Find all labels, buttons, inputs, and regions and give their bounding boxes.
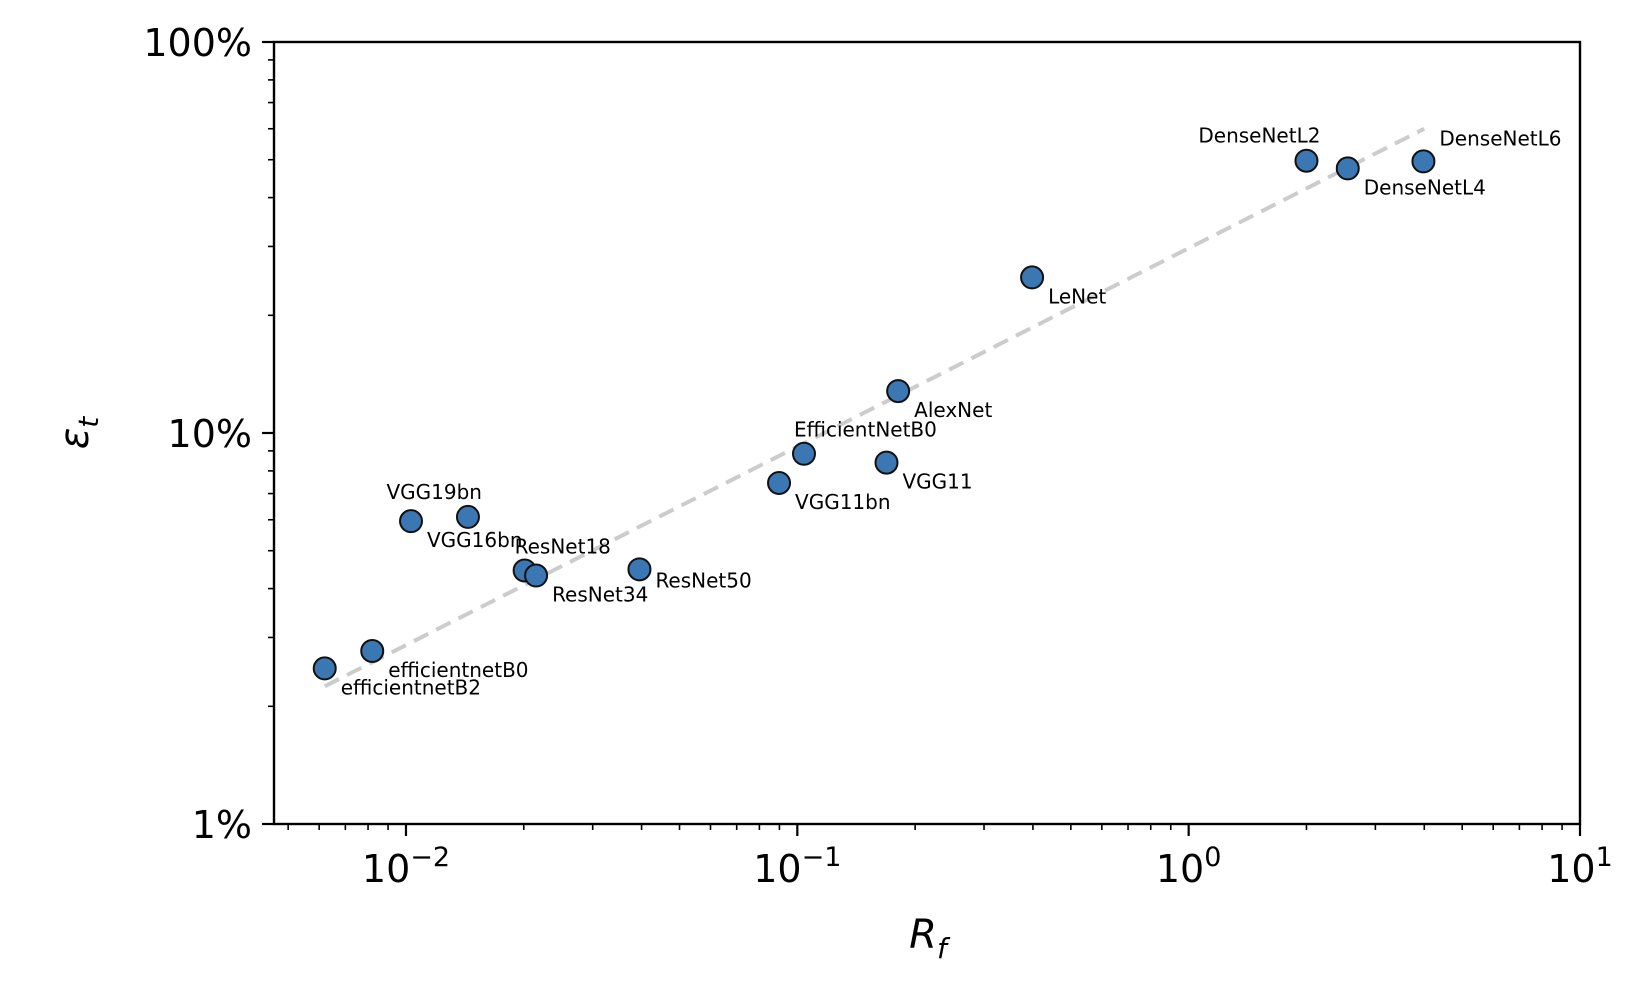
plot-frame [272,40,1582,826]
data-point [1020,265,1045,290]
data-label: ResNet34 [552,583,648,607]
data-point [791,441,816,466]
data-label: DenseNetL4 [1364,175,1486,199]
x-axis-title-base: R [909,912,937,958]
axis-ticks: 10−2 10−1 100 101 1% 10% 100% [143,21,1612,891]
x-axis-title-sub: f [937,932,951,965]
data-point [1335,156,1360,181]
y-axis-title: εt [52,416,105,450]
data-label: efficientnetB0 [388,658,528,682]
data-point [1294,148,1319,173]
data-label: DenseNetL6 [1439,126,1561,150]
data-point [874,450,899,475]
data-point [455,504,480,529]
data-label: ResNet50 [655,568,751,592]
data-label: EfficientNetB0 [794,418,937,442]
data-label: DenseNetL2 [1198,124,1320,148]
y-axis-title-sub: t [72,416,105,428]
data-point [360,638,385,663]
x-axis-title: Rf [909,912,951,965]
x-tick-label: 10−2 [362,842,450,891]
y-tick-label: 1% [192,803,252,847]
data-point [524,563,549,588]
data-point [767,470,792,495]
data-label: ResNet18 [515,534,611,558]
x-tick-label: 100 [1156,842,1222,891]
x-tick-label: 10−1 [753,842,841,891]
y-axis-title-base: ε [52,428,98,450]
data-point [1411,149,1436,174]
data-label: VGG16bn [427,528,523,552]
data-points [312,148,1436,681]
data-label: LeNet [1048,284,1106,308]
x-tick-label: 101 [1547,842,1613,891]
data-label: VGG19bn [386,480,482,504]
y-tick-label: 10% [168,412,252,456]
data-label: VGG11bn [795,490,891,514]
data-point [399,509,424,534]
data-label: AlexNet [914,398,992,422]
data-point [627,557,652,582]
data-label: VGG11 [902,470,972,494]
data-point [886,379,911,404]
data-label: efficientnetB2 [341,675,481,699]
y-tick-label: 100% [143,21,252,65]
data-point [312,656,337,681]
trend-line-group [323,126,1426,689]
trend-line [323,126,1426,689]
